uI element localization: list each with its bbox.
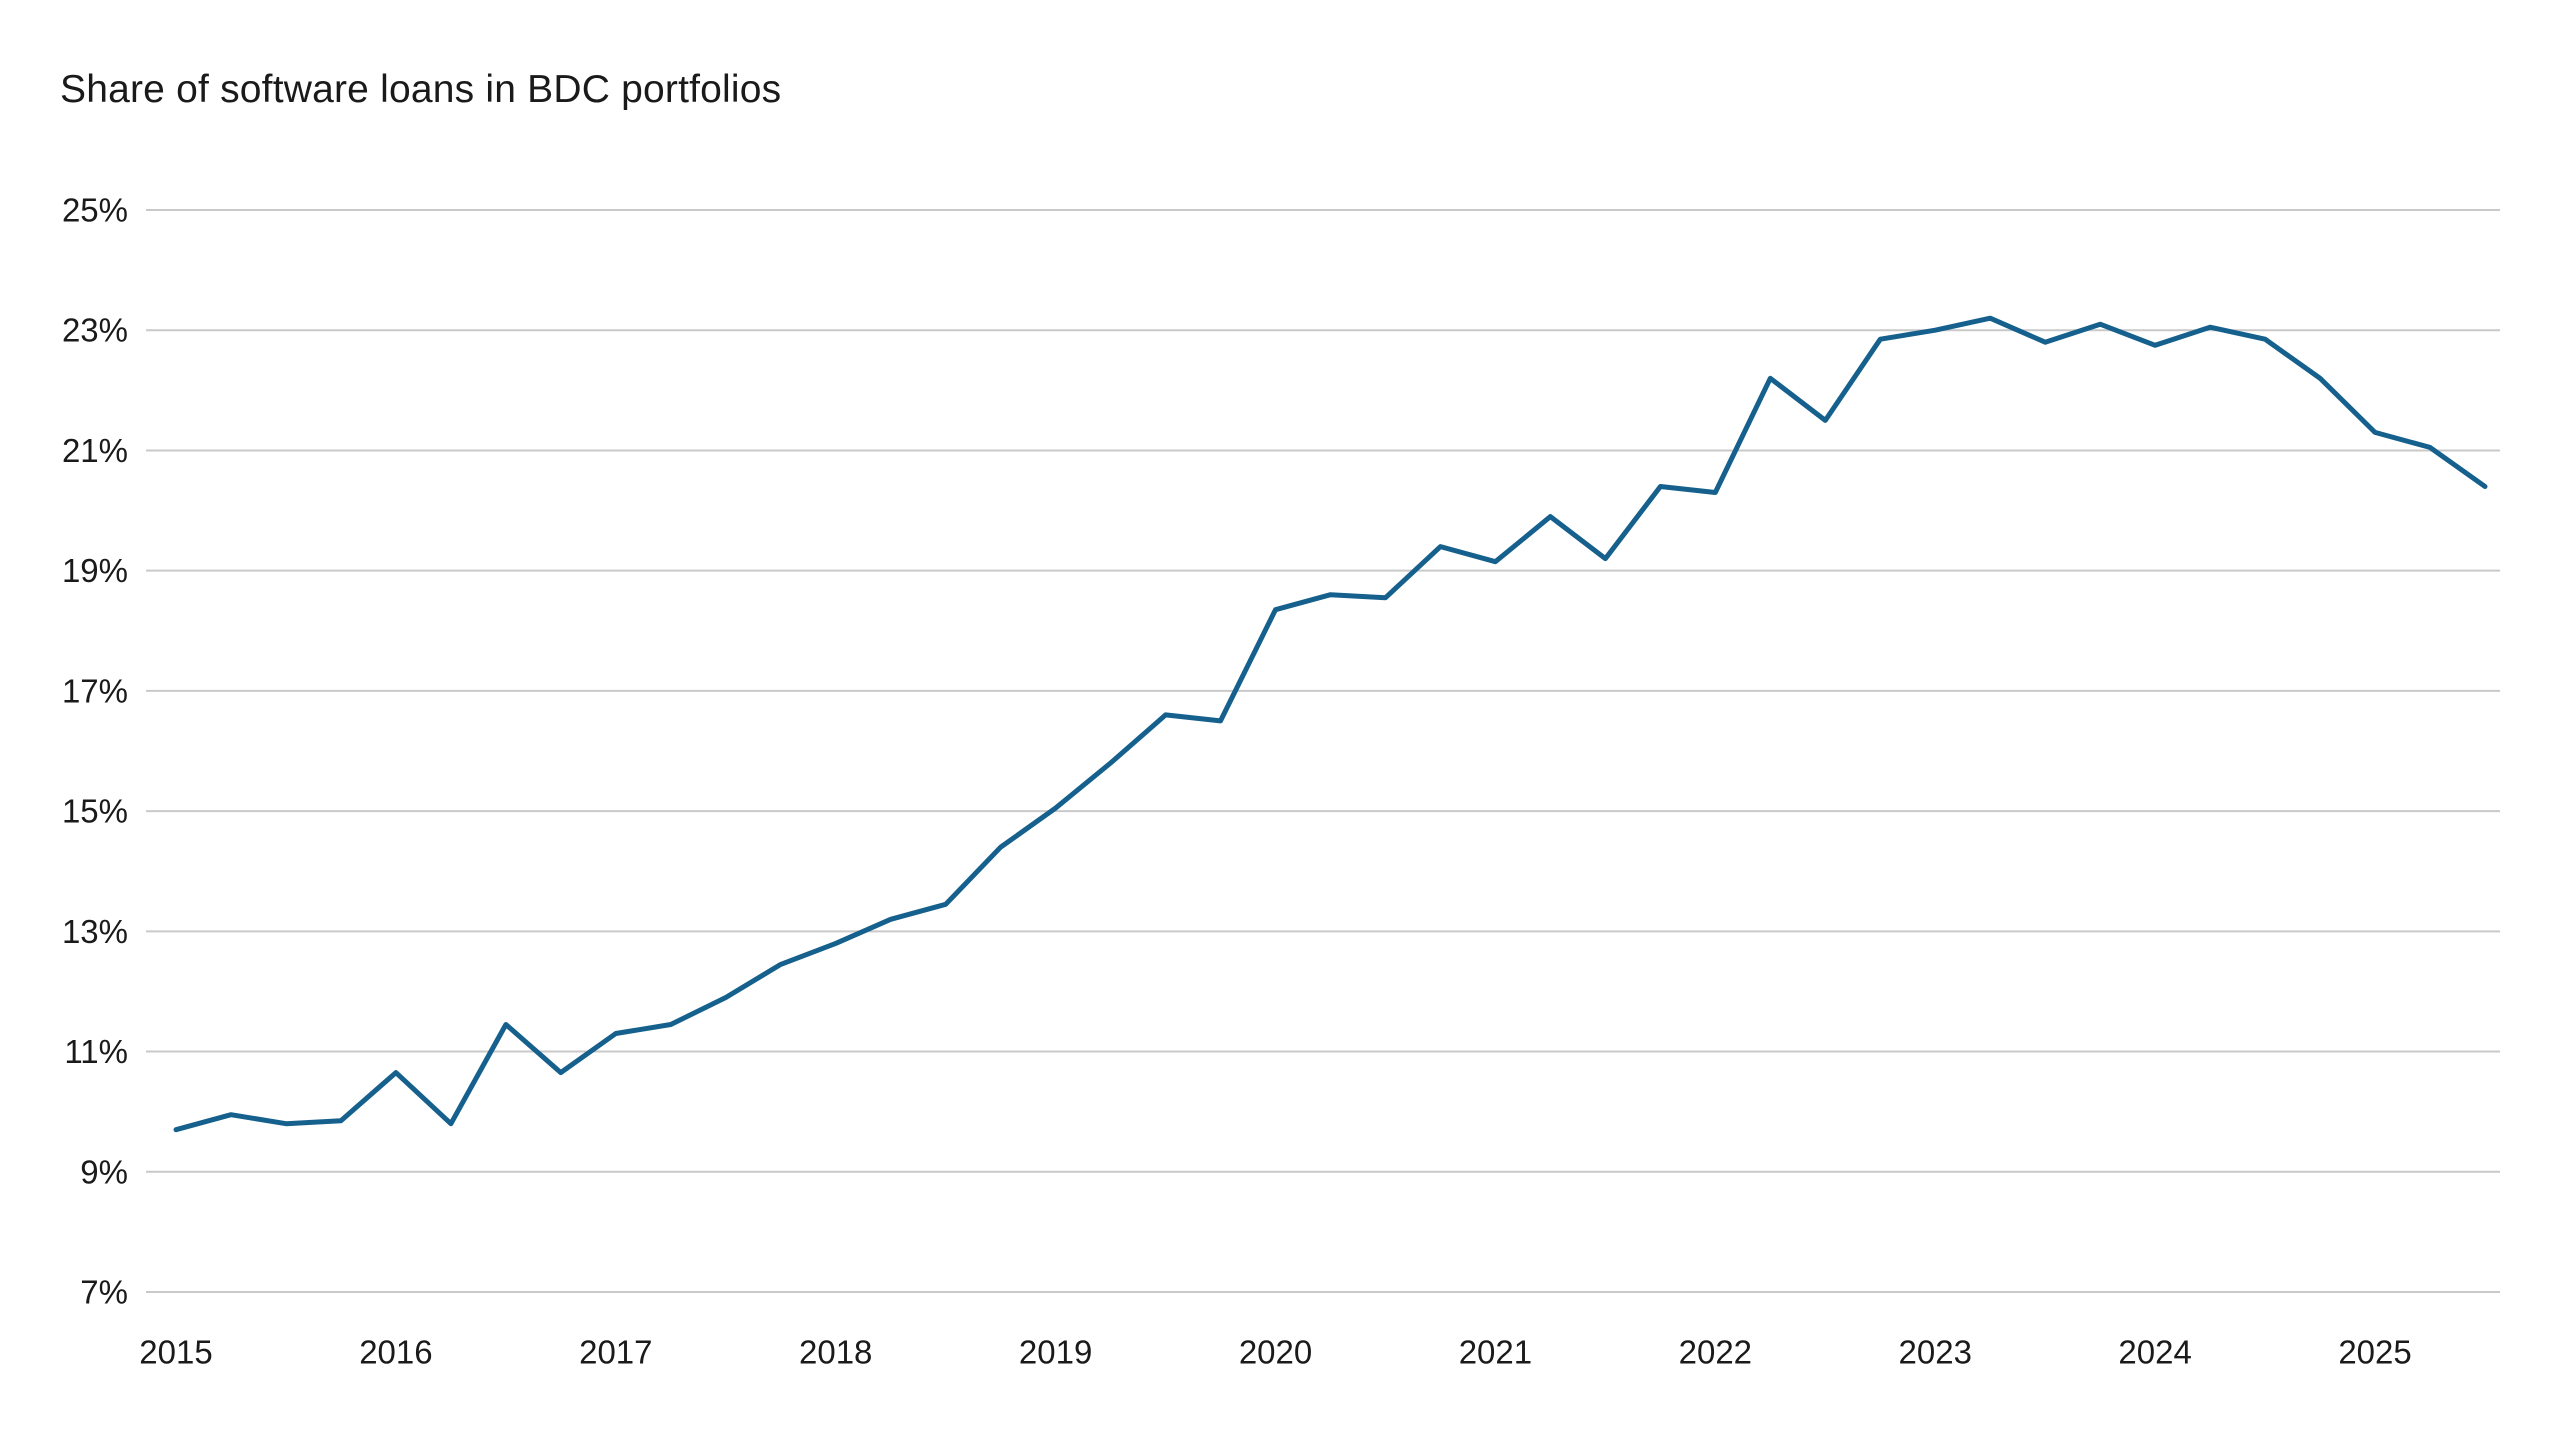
y-tick-label: 23% [62,312,128,349]
x-tick-label: 2024 [2118,1334,2191,1371]
x-tick-label: 2023 [1899,1334,1972,1371]
chart-title: Share of software loans in BDC portfolio… [60,68,782,111]
y-tick-label: 11% [64,1033,128,1070]
x-tick-label: 2021 [1459,1334,1532,1371]
x-tick-label: 2016 [359,1334,432,1371]
y-tick-label: 17% [62,672,128,709]
x-tick-label: 2015 [139,1334,212,1371]
y-tick-label: 15% [62,793,128,830]
y-tick-label: 7% [80,1274,128,1311]
series-line [173,315,2488,1133]
x-tick-label: 2018 [799,1334,872,1371]
y-tick-label: 25% [62,192,128,229]
x-tick-label: 2019 [1019,1334,1092,1371]
x-tick-label: 2025 [2338,1334,2411,1371]
x-tick-label: 2020 [1239,1334,1312,1371]
x-tick-label: 2017 [579,1334,652,1371]
y-tick-label: 9% [80,1153,128,1190]
x-tick-label: 2022 [1679,1334,1752,1371]
y-tick-label: 13% [62,913,128,950]
y-tick-label: 19% [62,552,128,589]
y-tick-label: 21% [62,432,128,469]
